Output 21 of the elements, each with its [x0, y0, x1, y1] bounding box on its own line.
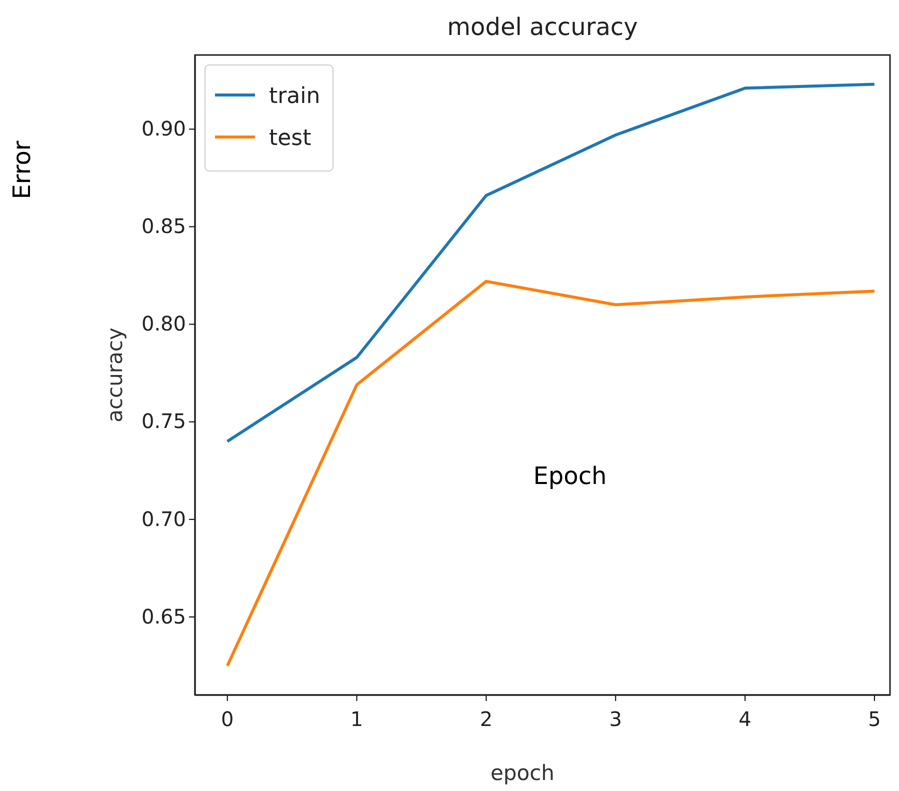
line-series: [226, 82, 876, 443]
text: Error: [8, 140, 36, 200]
y-tick-label: 0.90: [141, 116, 186, 141]
x-axis-title: epoch: [490, 761, 554, 785]
y-tick-label: 0.70: [141, 506, 186, 531]
x-tick-label: 3: [609, 707, 622, 731]
y-tick-label: 0.75: [141, 409, 186, 434]
y-axis-title: accuracy: [103, 328, 127, 422]
y-tick-label: 0.65: [141, 604, 186, 628]
legend-label: train: [269, 84, 320, 109]
annotation: Epoch: [533, 462, 607, 490]
y-tick-label: 0.80: [141, 312, 186, 336]
y-tick-label: 0.85: [141, 214, 186, 238]
legend-label: test: [269, 126, 312, 151]
line-series: [226, 280, 876, 668]
x-tick-label: 1: [350, 707, 364, 731]
x-tick-label: 4: [738, 707, 752, 731]
x-tick-label: 2: [480, 707, 493, 731]
x-tick-label: 0: [220, 707, 234, 731]
chart-title: model accuracy: [447, 13, 638, 41]
x-tick-label: 5: [868, 707, 881, 731]
